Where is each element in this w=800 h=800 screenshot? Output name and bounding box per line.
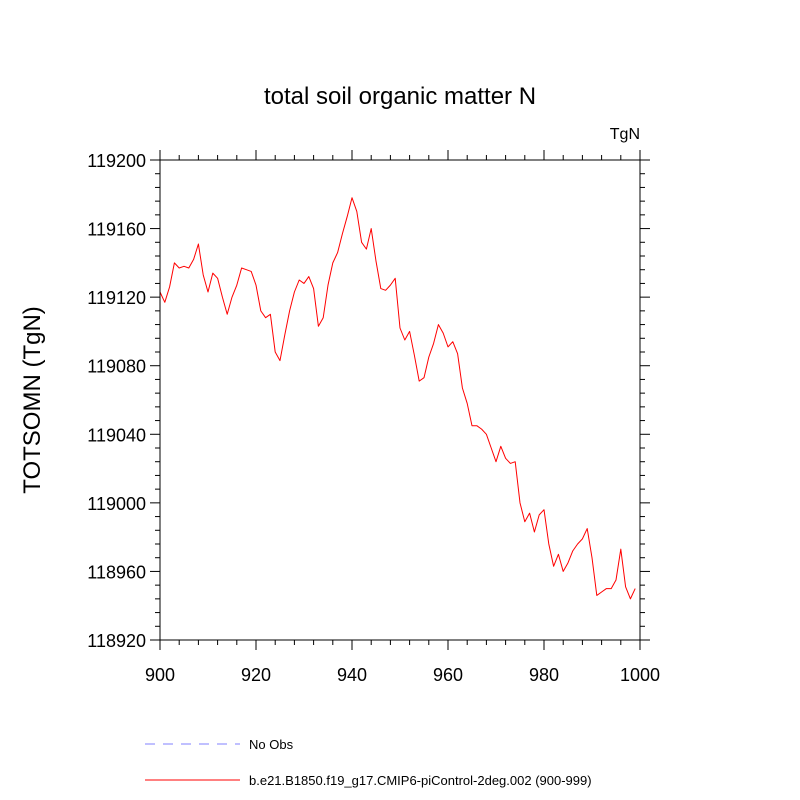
- y-tick-label: 119080: [87, 357, 146, 377]
- x-tick-label: 960: [433, 665, 463, 685]
- y-axis-label: TOTSOMN (TgN): [19, 306, 46, 494]
- y-tick-label: 119200: [87, 151, 146, 171]
- legend-label-no-obs: No Obs: [249, 737, 294, 752]
- x-tick-label: 900: [145, 665, 175, 685]
- series-line-model: [159, 197, 636, 600]
- x-tick-label: 920: [241, 665, 271, 685]
- y-tick-label: 119000: [87, 494, 146, 514]
- plot-frame: [159, 159, 641, 641]
- x-tick-label: 980: [529, 665, 559, 685]
- chart-title: total soil organic matter N: [264, 83, 536, 110]
- y-tick-label: 118920: [87, 631, 146, 651]
- axis-ticks: [150, 150, 650, 650]
- y-tick-label: 119160: [87, 220, 146, 240]
- x-tick-label: 1000: [620, 665, 660, 685]
- tick-labels: 900 920 940 960 980 1000 118920 118960 119000 119…: [87, 151, 660, 685]
- y-tick-label: 119040: [87, 425, 146, 445]
- y-tick-label: 119120: [87, 288, 146, 308]
- series-lines: [159, 197, 636, 600]
- y-tick-label: 118960: [87, 562, 146, 582]
- units-label: TgN: [610, 126, 640, 143]
- legend: No Obs b.e21.B1850.f19_g17.CMIP6-piContr…: [145, 737, 592, 788]
- x-tick-label: 940: [337, 665, 367, 685]
- legend-label-model: b.e21.B1850.f19_g17.CMIP6-piControl-2deg…: [249, 773, 592, 788]
